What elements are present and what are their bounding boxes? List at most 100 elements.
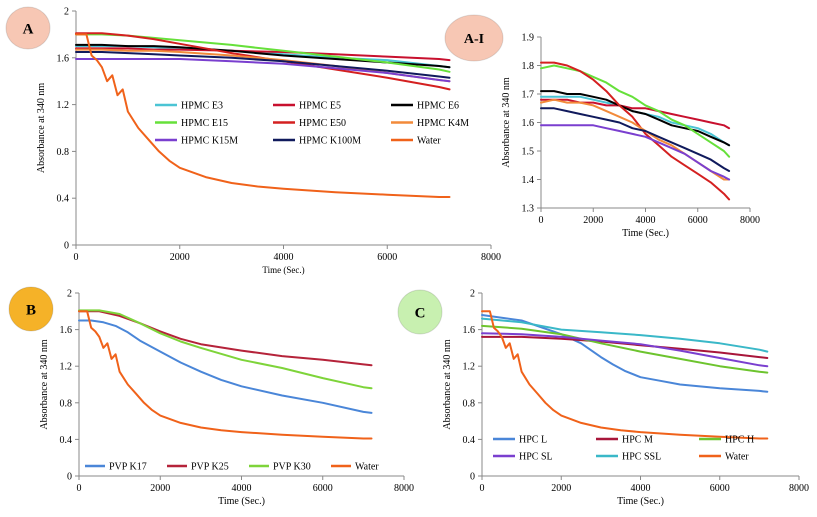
x-tick-label: 0 <box>77 483 82 494</box>
y-tick-label: 0.8 <box>463 398 476 409</box>
y-tick-label: 1.7 <box>522 90 535 101</box>
x-tick-label: 4000 <box>631 483 651 494</box>
series-line-pvp-k25 <box>78 310 373 367</box>
y-tick-label: 0 <box>64 241 69 252</box>
legend-label: HPC SL <box>519 452 553 463</box>
y-axis-label: Absorbance at 340 nm <box>39 339 50 429</box>
x-tick-label: 6000 <box>710 483 730 494</box>
legend: HPMC E3 HPMC E5 HPMC E6 HPMC E15 HPMC E50 HPM… <box>155 101 469 147</box>
legend-label: PVP K25 <box>191 462 229 473</box>
panel-badge <box>397 289 443 335</box>
x-tick-label: 0 <box>539 215 544 226</box>
legend-label: HPMC E6 <box>417 101 459 112</box>
panel-badge-label: A-I <box>464 32 484 47</box>
x-tick-label: 0 <box>480 483 485 494</box>
y-tick-label: 0.4 <box>60 435 73 446</box>
panel-badge-label: B <box>26 302 36 318</box>
legend-label: Water <box>725 452 749 463</box>
x-tick-label: 8000 <box>789 483 809 494</box>
legend-label: PVP K17 <box>109 462 147 473</box>
panel-badge-label: C <box>415 305 426 321</box>
y-tick-label: 1.4 <box>522 175 535 186</box>
series-line-hpmc-e50 <box>75 32 451 91</box>
legend-label: PVP K30 <box>273 462 311 473</box>
y-tick-label: 2 <box>64 7 69 18</box>
series-line-water <box>75 33 451 198</box>
y-axis-label: Absorbance at 340 nm <box>36 83 47 173</box>
y-tick-label: 1.6 <box>522 118 535 129</box>
x-tick-label: 4000 <box>636 215 656 226</box>
panel-a-i: 1.3 1.4 1.5 1.6 1.7 1.8 1.9 0 2000 4000 6000 8000 Ti… <box>444 14 760 239</box>
y-tick-label: 1.5 <box>522 147 535 158</box>
legend-label: HPMC K4M <box>417 118 469 129</box>
series-line-water <box>481 310 769 440</box>
y-tick-label: 1.6 <box>57 53 70 64</box>
legend-label: HPC H <box>725 435 754 446</box>
x-tick-label: 2000 <box>150 483 170 494</box>
y-tick-label: 1.2 <box>60 362 73 373</box>
series-line-hpmc-k15m <box>540 124 731 181</box>
x-tick-label: 2000 <box>170 252 190 263</box>
y-tick-label: 1.6 <box>463 325 476 336</box>
x-tick-label: 6000 <box>688 215 708 226</box>
series-line-pvp-k17 <box>78 319 373 414</box>
x-tick-label: 0 <box>74 252 79 263</box>
series-line-hpmc-k100m <box>75 51 451 79</box>
series-line-hpmc-e6 <box>540 90 731 147</box>
legend-label: HPMC K100M <box>299 136 361 147</box>
y-tick-label: 0.4 <box>57 194 70 205</box>
x-axis-label: Time (Sec.) <box>617 496 664 507</box>
y-tick-label: 1.3 <box>522 204 535 215</box>
y-tick-label: 1.2 <box>57 100 70 111</box>
series-line-water <box>78 310 373 440</box>
legend-label: HPMC E5 <box>299 101 341 112</box>
x-tick-label: 6000 <box>377 252 397 263</box>
series-line-hpc-h <box>481 324 769 374</box>
legend-label: HPC L <box>519 435 547 446</box>
series-line-hpmc-e5 <box>540 98 731 130</box>
x-tick-label: 4000 <box>274 252 294 263</box>
panel-b: 0 0.4 0.8 1.2 1.6 2 0 2000 4000 6000 8000 Time (Sec… <box>8 286 414 507</box>
y-tick-label: 1.2 <box>463 362 476 373</box>
x-tick-label: 6000 <box>313 483 333 494</box>
x-axis-label: Time (Sec.) <box>218 496 265 507</box>
y-axis-label: Absorbance at 340 nm <box>442 339 453 429</box>
x-tick-label: 8000 <box>481 252 501 263</box>
panel-badge <box>5 6 51 50</box>
x-axis-label: Time (Sec.) <box>262 265 304 275</box>
series-line-hpc-ssl <box>481 317 769 353</box>
legend-label: HPMC K15M <box>181 136 238 147</box>
legend: PVP K17 PVP K25 PVP K30 Water <box>85 462 379 473</box>
x-tick-label: 2000 <box>583 215 603 226</box>
legend-label: HPMC E50 <box>299 118 346 129</box>
x-tick-label: 8000 <box>394 483 414 494</box>
series-line-hpmc-k15m <box>75 58 451 83</box>
panel-c: 0 0.4 0.8 1.2 1.6 2 0 2000 4000 6000 8000 Time (Sec… <box>397 289 809 507</box>
legend-label: Water <box>417 136 441 147</box>
y-tick-label: 1.8 <box>522 61 535 72</box>
y-tick-label: 0.4 <box>463 435 476 446</box>
y-axis-label: Absorbance at 340 nm <box>501 77 512 167</box>
y-tick-label: 1.6 <box>60 325 73 336</box>
panel-badge-label: A <box>23 21 34 37</box>
series-line-pvp-k30 <box>78 309 373 390</box>
panel-badge <box>8 286 54 332</box>
y-tick-label: 2 <box>470 289 475 300</box>
x-axis-label: Time (Sec.) <box>622 228 669 239</box>
legend-label: Water <box>355 462 379 473</box>
x-tick-label: 2000 <box>551 483 571 494</box>
panel-badge <box>444 14 504 62</box>
legend: HPC L HPC M HPC H HPC SL HPC SSL Water <box>493 435 754 463</box>
series-line-hpmc-e50 <box>540 61 731 201</box>
legend-label: HPC M <box>622 435 653 446</box>
x-tick-label: 8000 <box>740 215 760 226</box>
y-tick-label: 0.8 <box>57 147 70 158</box>
y-tick-label: 2 <box>67 289 72 300</box>
series-line-hpc-sl <box>481 332 769 368</box>
legend-label: HPMC E3 <box>181 101 223 112</box>
panel-a: 0 0.4 0.8 1.2 1.6 2 0 2000 4000 6000 8000 Time (Sec… <box>5 6 501 275</box>
y-tick-label: 0 <box>67 472 72 483</box>
y-tick-label: 1.9 <box>522 33 535 44</box>
legend-label: HPMC E15 <box>181 118 228 129</box>
